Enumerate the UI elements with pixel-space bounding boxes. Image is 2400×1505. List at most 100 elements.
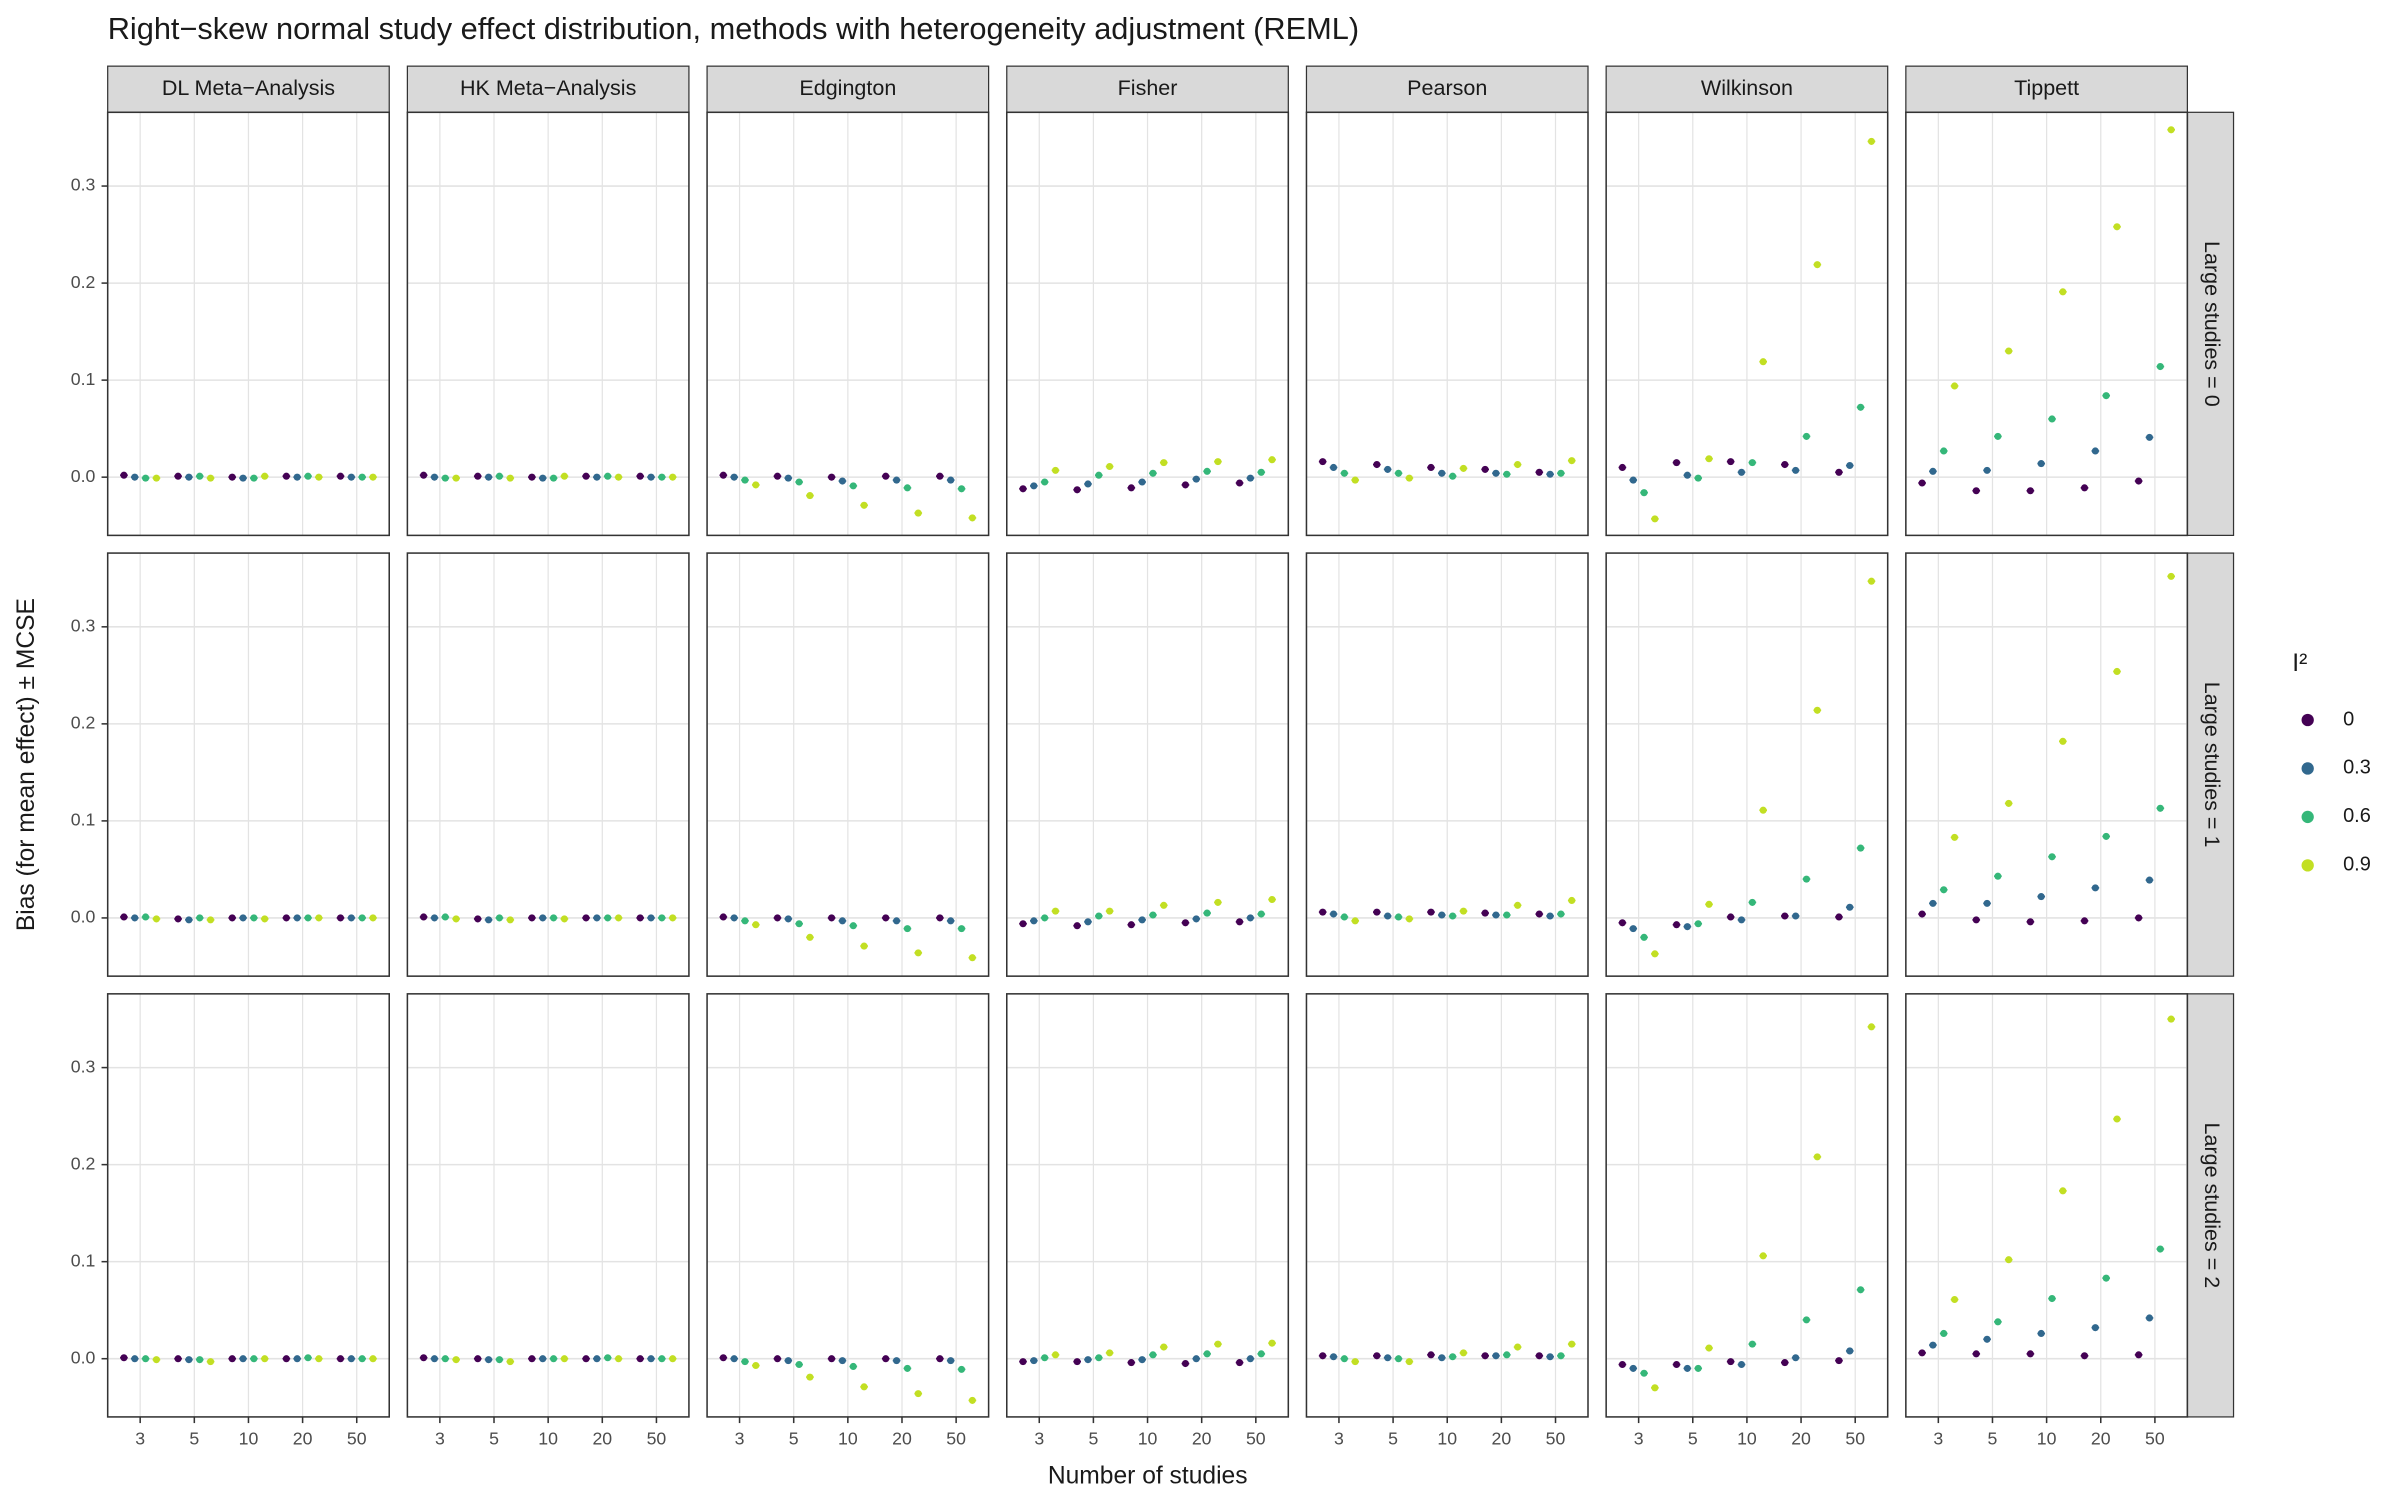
point xyxy=(1405,915,1413,923)
point xyxy=(947,917,955,925)
point xyxy=(1106,462,1114,471)
point xyxy=(1329,910,1338,918)
point xyxy=(1951,1295,1959,1304)
point xyxy=(152,915,160,923)
column-strip-label: Fisher xyxy=(1118,76,1178,100)
point xyxy=(741,476,749,484)
point xyxy=(1236,479,1244,487)
x-tick-label: 20 xyxy=(1791,1429,1811,1449)
point xyxy=(1867,1023,1875,1031)
point xyxy=(142,474,150,482)
point xyxy=(2005,347,2013,355)
point xyxy=(1835,913,1843,921)
panel-border xyxy=(1305,993,1589,1418)
point xyxy=(358,473,366,481)
x-tick-label: 10 xyxy=(239,1429,259,1449)
point xyxy=(1994,432,2002,440)
point xyxy=(506,1358,514,1366)
point xyxy=(1846,903,1854,911)
point xyxy=(430,914,438,922)
point xyxy=(1672,1360,1681,1369)
point xyxy=(741,1358,749,1366)
point xyxy=(539,474,547,482)
point xyxy=(795,920,803,928)
legend-label: 0 xyxy=(2343,708,2354,730)
point xyxy=(1972,1350,1980,1358)
y-tick-label: 0.0 xyxy=(71,907,96,927)
point xyxy=(1246,1355,1254,1363)
point xyxy=(131,1355,139,1363)
point xyxy=(968,514,976,522)
y-tick-label: 0.3 xyxy=(71,175,96,195)
point xyxy=(2080,484,2089,492)
point xyxy=(1867,137,1875,145)
point xyxy=(658,473,666,481)
point xyxy=(658,914,666,922)
point xyxy=(968,1396,976,1404)
point xyxy=(636,1355,644,1363)
point xyxy=(1329,1353,1338,1361)
x-axis-label: Number of studies xyxy=(1048,1462,1248,1489)
point xyxy=(1557,910,1565,918)
point xyxy=(358,1355,366,1363)
point xyxy=(1748,1340,1756,1348)
point xyxy=(615,473,623,481)
point xyxy=(1160,901,1168,909)
point xyxy=(261,1355,269,1363)
point xyxy=(1737,468,1746,476)
point xyxy=(336,472,345,480)
point xyxy=(1846,461,1854,470)
point xyxy=(730,473,738,481)
point xyxy=(903,1364,911,1372)
point xyxy=(1160,1343,1168,1351)
point xyxy=(1802,432,1811,440)
x-tick-label: 20 xyxy=(2091,1429,2111,1449)
x-tick-label: 20 xyxy=(1492,1429,1512,1449)
point xyxy=(882,1355,890,1363)
point xyxy=(1618,1360,1626,1369)
point xyxy=(636,914,644,922)
point xyxy=(2113,1115,2121,1123)
point xyxy=(1203,909,1211,917)
point xyxy=(2048,853,2056,861)
point xyxy=(1918,1349,1926,1357)
x-tick-label: 3 xyxy=(1034,1429,1044,1449)
point xyxy=(582,1355,590,1363)
point xyxy=(1983,1335,1991,1343)
point xyxy=(528,1355,536,1363)
point xyxy=(369,914,377,922)
point xyxy=(1127,921,1135,929)
panel-border xyxy=(106,993,390,1418)
x-tick-label: 20 xyxy=(892,1429,912,1449)
x-tick-label: 3 xyxy=(735,1429,745,1449)
point xyxy=(1792,912,1800,920)
point xyxy=(550,1355,558,1363)
point xyxy=(730,914,738,922)
point xyxy=(485,1356,493,1364)
point xyxy=(2145,433,2154,441)
point xyxy=(593,914,601,922)
point xyxy=(142,1355,150,1363)
panel-border xyxy=(106,552,390,977)
point xyxy=(1651,1384,1659,1392)
point xyxy=(936,1355,944,1363)
point xyxy=(550,914,558,922)
point xyxy=(2037,460,2045,468)
point xyxy=(1503,911,1511,919)
point xyxy=(452,1356,460,1364)
point xyxy=(452,474,460,482)
point xyxy=(1918,479,1926,487)
point xyxy=(882,472,890,480)
point xyxy=(1546,470,1554,478)
point xyxy=(1737,916,1746,924)
point xyxy=(1084,918,1092,926)
point xyxy=(239,914,247,922)
column-strip xyxy=(107,65,390,113)
point xyxy=(1546,912,1554,920)
point xyxy=(1340,469,1348,477)
point xyxy=(2026,918,2034,926)
panel-border xyxy=(1006,552,1290,977)
point xyxy=(1384,912,1392,920)
point xyxy=(196,472,204,480)
point xyxy=(1568,896,1576,905)
